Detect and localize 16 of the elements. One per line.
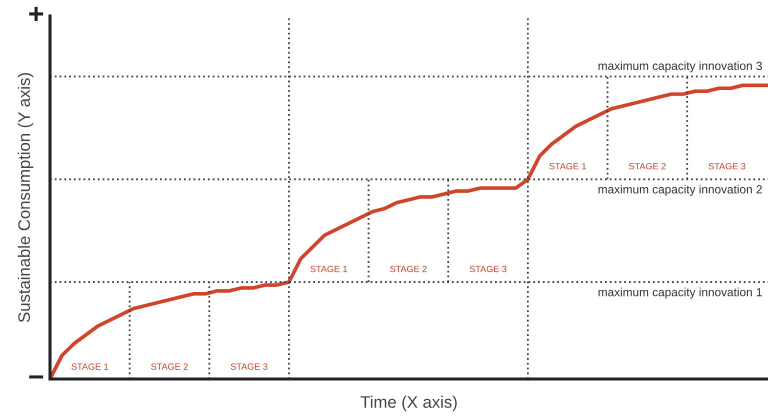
ref-line-label: maximum capacity innovation 1 [598,288,762,299]
annotation: STAGE 2 [390,266,427,272]
annotation: STAGE 3 [470,266,506,272]
annotation: STAGE 2 [151,363,188,370]
text: − [29,375,44,378]
x-axis-title: Time (X axis) [360,396,457,412]
annotation: STAGE 3 [708,162,746,170]
annotation: STAGE 1 [549,162,586,170]
y-axis-title: Sustainable Consumption (Y axis) [18,73,34,322]
text: + [29,6,44,21]
annotation: STAGE 3 [230,363,268,370]
annotation: STAGE 1 [72,363,108,370]
ref-line-label: maximum capacity innovation 3 [598,61,762,72]
annotation: STAGE 2 [629,162,666,170]
ref-line-label: maximum capacity innovation 2 [598,184,762,196]
annotation: STAGE 1 [310,266,348,272]
